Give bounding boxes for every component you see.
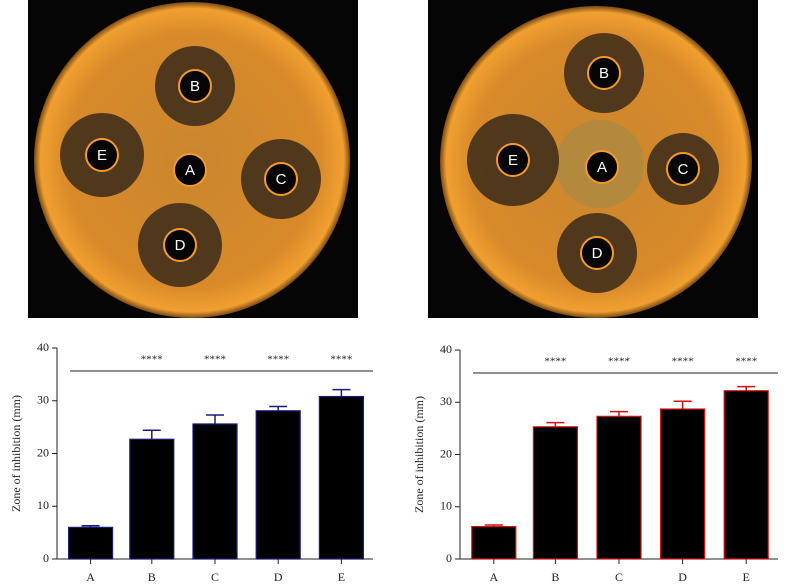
bar [723,390,769,560]
significance-label: **** [735,356,757,368]
significance-label: **** [267,354,289,366]
x-tick-label: E [338,570,345,584]
well-label: E [97,147,107,164]
well-label: A [597,159,607,176]
well-label: C [678,161,689,178]
y-tick-label: 40 [37,340,49,354]
well-label: D [592,245,603,262]
y-tick-label: 20 [440,446,452,460]
y-tick-label: 0 [43,551,49,565]
y-axis-label: Zone of inhibition (mm) [412,396,426,513]
significance-label: **** [672,356,694,368]
well-label: B [599,65,609,82]
bar [67,526,114,560]
bar [596,415,642,560]
bar [129,438,175,560]
well [178,69,212,103]
well-label: C [276,171,287,188]
significance-label: **** [141,354,163,366]
y-tick-label: 40 [440,342,452,356]
y-tick-label: 10 [440,499,452,513]
well [496,143,530,177]
well [264,162,298,196]
x-tick-label: B [148,570,156,584]
bar [532,426,579,560]
well-label: A [185,162,195,179]
y-axis-label: Zone of inhibition (mm) [9,395,23,512]
y-tick-label: 30 [37,393,49,407]
well-label: E [508,152,518,169]
x-tick-label: B [551,570,559,584]
well [173,153,207,187]
y-tick-label: 30 [440,394,452,408]
well [666,152,700,186]
bar [192,423,238,560]
well-label: B [190,78,200,95]
bar [659,408,706,560]
well [585,150,619,184]
significance-label: **** [330,354,352,366]
well [587,56,621,90]
y-tick-label: 20 [37,445,49,459]
bar [471,526,517,560]
significance-label: **** [608,356,630,368]
x-tick-label: C [615,570,623,584]
y-tick-label: 0 [446,551,452,565]
x-tick-label: A [489,570,498,584]
significance-label: **** [544,356,566,368]
x-tick-label: C [211,570,219,584]
x-tick-label: E [743,570,750,584]
x-tick-label: A [86,570,95,584]
bar [255,410,301,560]
well [163,228,197,262]
well [85,138,119,172]
well [580,236,614,270]
x-tick-label: D [678,570,687,584]
significance-label: **** [204,354,226,366]
y-tick-label: 10 [37,498,49,512]
well-label: D [175,237,186,254]
x-tick-label: D [274,570,283,584]
bar [318,395,364,560]
